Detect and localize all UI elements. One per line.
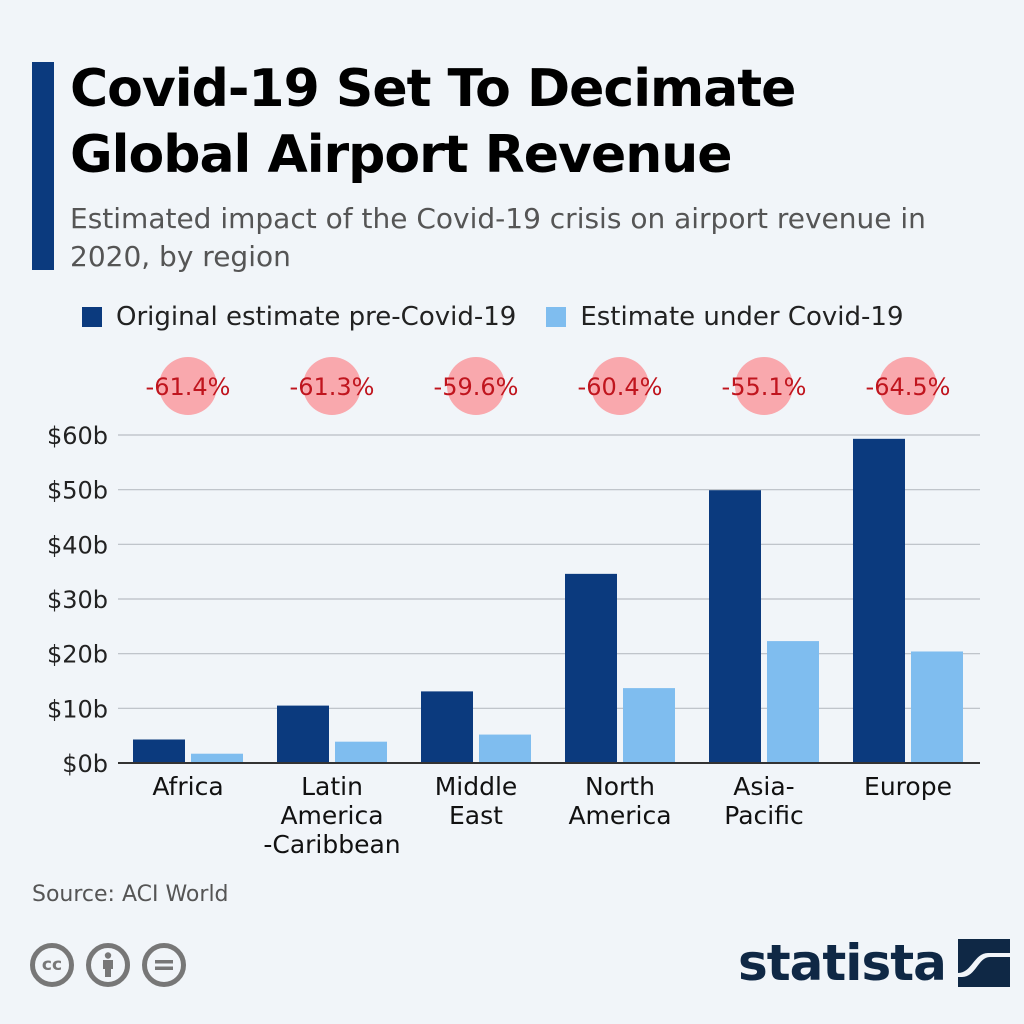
brand-name: statista	[738, 934, 947, 992]
y-tick-label: $30b	[47, 586, 108, 614]
change-label: -61.4%	[146, 373, 231, 401]
change-bubble	[735, 357, 793, 415]
title-accent-bar	[32, 62, 54, 270]
change-label: -55.1%	[722, 373, 807, 401]
attribution-icon[interactable]	[86, 943, 130, 987]
change-label: -60.4%	[578, 373, 663, 401]
x-category-label: East	[449, 801, 503, 830]
chart-title: Covid-19 Set To Decimate Global Airport …	[70, 59, 796, 185]
bar-covid	[191, 753, 243, 763]
x-category-label: Asia-	[733, 772, 794, 801]
legend-swatch-covid	[546, 307, 567, 327]
change-label: -64.5%	[866, 373, 951, 401]
bar-original	[277, 705, 329, 763]
bar-original	[853, 438, 905, 763]
statista-logo-icon	[957, 939, 1010, 987]
x-category-label: Middle	[435, 772, 518, 801]
legend: Original estimate pre-Covid-19 Estimate …	[82, 302, 934, 332]
y-tick-label: $20b	[47, 641, 108, 669]
change-bubble	[879, 357, 937, 415]
legend-item-original: Original estimate pre-Covid-19	[82, 302, 516, 332]
change-bubble	[447, 357, 505, 415]
bar-original	[709, 490, 761, 763]
bar-covid	[767, 641, 819, 763]
bar-chart: $0b $10b $20b $30b $40b $50b $60b -61.4% Africa -…	[47, 357, 980, 859]
bar-original	[565, 573, 617, 763]
x-category-label: North	[585, 772, 655, 801]
legend-label-covid: Estimate under Covid-19	[580, 302, 904, 332]
bar-covid	[623, 688, 675, 763]
y-tick-label: $60b	[47, 422, 108, 450]
change-bubble	[159, 357, 217, 415]
legend-item-covid: Estimate under Covid-19	[546, 302, 904, 332]
y-tick-label: $0b	[62, 750, 108, 778]
change-label: -59.6%	[434, 373, 519, 401]
chart-subtitle: Estimated impact of the Covid-19 crisis …	[70, 202, 926, 273]
x-category-label: Europe	[864, 772, 952, 801]
change-bubble	[303, 357, 361, 415]
statista-logo[interactable]: statista	[738, 934, 1010, 992]
x-category-label: Latin	[301, 772, 363, 801]
y-tick-label: $10b	[47, 695, 108, 723]
x-category-label: -Caribbean	[263, 830, 400, 859]
cc-icon[interactable]: cc	[30, 943, 74, 987]
x-category-label: Pacific	[724, 801, 803, 830]
bar-covid	[335, 741, 387, 763]
y-tick-label: $50b	[47, 477, 108, 505]
license-icons: cc	[30, 943, 186, 987]
legend-swatch-original	[82, 307, 102, 327]
y-tick-label: $40b	[47, 531, 108, 559]
bar-covid	[911, 651, 963, 763]
change-label: -61.3%	[290, 373, 375, 401]
change-bubble	[591, 357, 649, 415]
x-category-label: Africa	[152, 772, 223, 801]
bar-covid	[479, 734, 531, 763]
source-note: Source: ACI World	[32, 882, 229, 907]
x-category-label: America	[568, 801, 671, 830]
x-category-label: America	[280, 801, 383, 830]
bar-original	[133, 739, 185, 763]
no-derivatives-icon[interactable]	[142, 943, 186, 987]
bar-original	[421, 691, 473, 763]
legend-label-original: Original estimate pre-Covid-19	[116, 302, 517, 332]
